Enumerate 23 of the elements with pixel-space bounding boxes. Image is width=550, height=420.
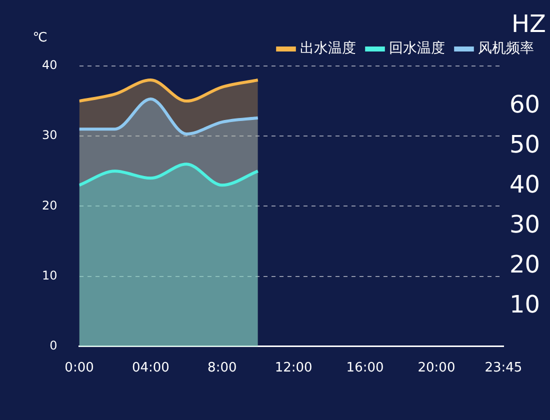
y2-axis-title: HZ <box>512 10 546 38</box>
y2-tick-label: 20 <box>509 250 540 279</box>
y2-tick-label: 40 <box>509 170 540 198</box>
x-tick-label: 16:00 <box>346 360 384 376</box>
y-tick-label: 40 <box>42 58 58 72</box>
y-tick-label: 20 <box>42 198 58 212</box>
x-tick-label: 04:00 <box>132 360 170 376</box>
x-tick-label: 0:00 <box>64 360 94 376</box>
legend-label: 回水温度 <box>389 40 445 57</box>
legend-label: 出水温度 <box>300 40 356 57</box>
x-tick-label: 12:00 <box>274 360 312 376</box>
y-tick-label: 30 <box>42 128 58 142</box>
y-tick-label: 0 <box>50 338 58 353</box>
y2-tick-label: 10 <box>509 290 540 319</box>
legend-label: 风机频率 <box>478 40 534 57</box>
y2-tick-label: 50 <box>509 130 540 158</box>
x-tick-label: 8:00 <box>208 360 237 376</box>
y2-tick-label: 60 <box>509 90 540 118</box>
x-tick-label: 23:45 <box>484 360 522 376</box>
y2-tick-label: 30 <box>509 210 540 238</box>
x-tick-label: 20:00 <box>418 360 456 376</box>
y-axis-title: ℃ <box>32 30 48 46</box>
y-tick-label: 10 <box>42 268 58 282</box>
